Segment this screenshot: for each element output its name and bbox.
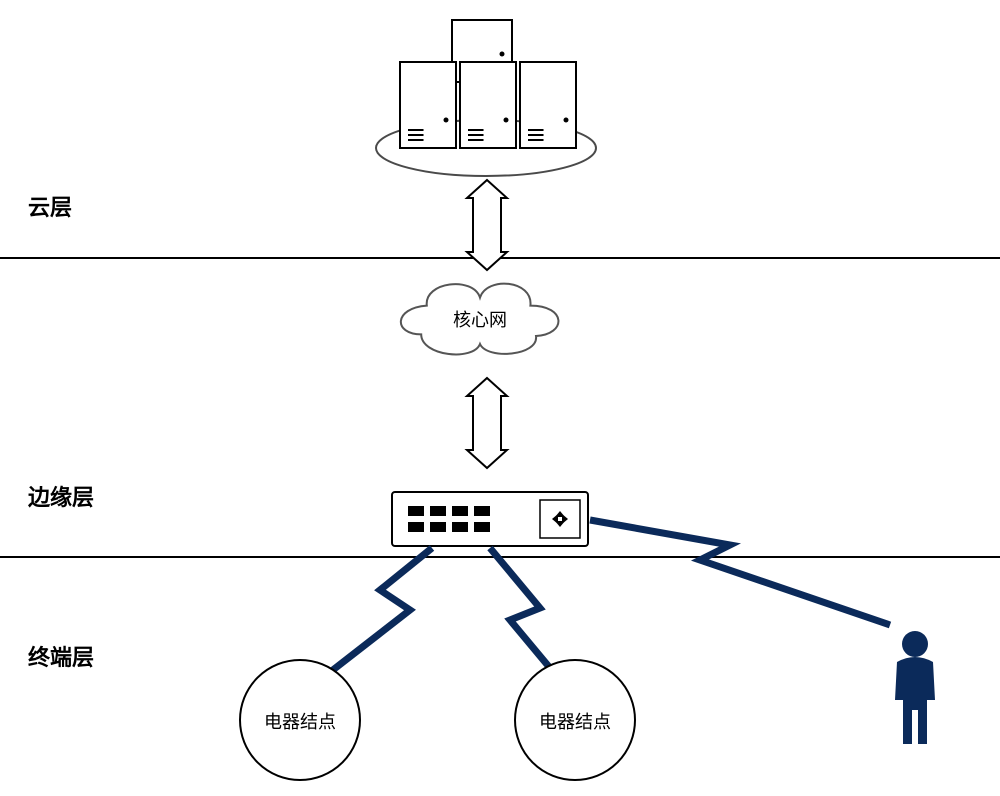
edge-switch-icon bbox=[392, 492, 588, 546]
terminal-node-label: 电器结点 bbox=[539, 712, 611, 732]
terminal-nodes: 电器结点 电器结点 bbox=[240, 660, 635, 780]
cloud-servers-icon bbox=[376, 20, 596, 176]
terminal-node-label: 电器结点 bbox=[264, 712, 336, 732]
core-network-label: 核心网 bbox=[453, 310, 507, 330]
person-icon bbox=[895, 631, 935, 744]
diagram-canvas: 核心网 电器结点 电器结点 bbox=[0, 0, 1000, 796]
